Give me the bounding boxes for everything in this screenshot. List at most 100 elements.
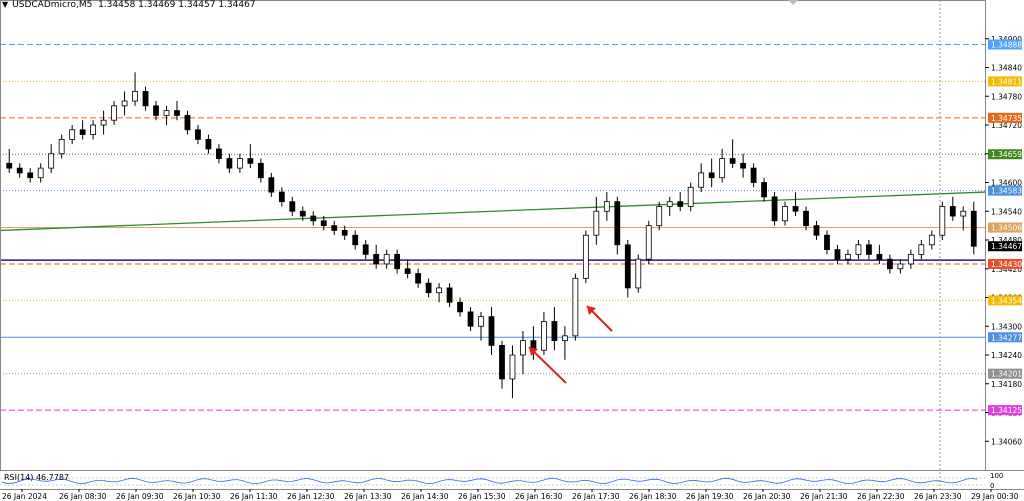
rsi-axis-100: 100 bbox=[990, 472, 1003, 480]
candle-body-0 bbox=[6, 162, 13, 169]
chart-title[interactable]: ▼ USDCADmicro,M5 1.34458 1.34469 1.34457 … bbox=[2, 0, 256, 10]
candle-body-66 bbox=[698, 172, 705, 188]
chart-frame bbox=[0, 0, 1024, 490]
candle-body-7 bbox=[79, 129, 86, 135]
level-label-box-5 bbox=[988, 222, 1022, 233]
arrow-head-0 bbox=[529, 347, 538, 356]
time-label-1: 26 Jan 08:30 bbox=[59, 492, 107, 501]
level-label-box-10 bbox=[988, 405, 1022, 416]
candle-body-59 bbox=[624, 244, 631, 289]
price-tick-label-2: 1.34780 bbox=[991, 92, 1022, 101]
candle-body-83 bbox=[876, 253, 883, 260]
time-label-9: 26 Jan 16:30 bbox=[515, 492, 563, 501]
candle-body-75 bbox=[792, 206, 799, 212]
candle-body-18 bbox=[195, 129, 201, 140]
level-label-text-3: 1.34659 bbox=[991, 150, 1022, 159]
time-label-16: 26 Jan 23:30 bbox=[914, 492, 962, 501]
candle-body-90 bbox=[949, 206, 956, 217]
candle-body-89 bbox=[939, 206, 946, 236]
time-label-3: 26 Jan 10:30 bbox=[173, 492, 221, 501]
candle-body-12 bbox=[132, 91, 138, 102]
candle-body-3 bbox=[37, 167, 44, 179]
level-label-text-8: 1.34277 bbox=[991, 333, 1022, 342]
candle-body-29 bbox=[310, 215, 317, 222]
candle-body-58 bbox=[614, 201, 621, 246]
level-label-text-7: 1.34354 bbox=[991, 296, 1022, 305]
candle-body-38 bbox=[404, 268, 411, 274]
price-tick-label-11: 1.34240 bbox=[991, 351, 1022, 360]
level-label-text-4: 1.34583 bbox=[991, 187, 1022, 196]
candle-body-32 bbox=[341, 230, 348, 236]
time-label-8: 26 Jan 15:30 bbox=[458, 492, 506, 501]
time-label-14: 26 Jan 21:30 bbox=[800, 492, 848, 501]
price-tick-label-3: 1.34720 bbox=[991, 121, 1022, 130]
price-tick-label-12: 1.34180 bbox=[991, 380, 1022, 389]
candle-body-37 bbox=[394, 253, 401, 270]
time-label-13: 26 Jan 20:30 bbox=[743, 492, 791, 501]
candle-body-11 bbox=[121, 100, 128, 107]
candle-body-22 bbox=[236, 158, 243, 169]
candle-body-42 bbox=[446, 287, 453, 303]
candle-body-67 bbox=[708, 172, 715, 179]
candle-body-88 bbox=[928, 234, 935, 246]
candle-body-62 bbox=[656, 206, 663, 227]
candle-body-54 bbox=[572, 277, 579, 337]
level-label-text-6: 1.34430 bbox=[991, 260, 1022, 269]
candle-body-61 bbox=[645, 225, 652, 260]
candle-body-24 bbox=[257, 162, 264, 179]
candle-body-74 bbox=[782, 206, 788, 222]
level-label-text-0: 1.34888 bbox=[991, 41, 1022, 50]
level-label-text-1: 1.34811 bbox=[991, 77, 1022, 86]
candle-body-19 bbox=[205, 138, 212, 150]
level-label-box-8 bbox=[988, 332, 1022, 343]
candle-body-80 bbox=[845, 253, 851, 260]
candle-body-21 bbox=[226, 158, 233, 169]
candle-body-40 bbox=[425, 282, 432, 294]
level-labels: 1.34888 1.34811 1.34735 1.34659 1.34583 1.345… bbox=[988, 39, 1022, 416]
candle-body-46 bbox=[488, 316, 495, 346]
level-lines bbox=[0, 44, 985, 411]
candle-body-55 bbox=[582, 234, 589, 279]
price-tick-label-8: 1.34420 bbox=[991, 265, 1022, 274]
candle-body-1 bbox=[16, 167, 23, 174]
candle-body-41 bbox=[436, 287, 442, 294]
level-label-box-9 bbox=[988, 368, 1022, 379]
candle-body-13 bbox=[142, 91, 149, 107]
candle-body-56 bbox=[593, 210, 600, 236]
candle-body-71 bbox=[750, 167, 757, 183]
time-label-7: 26 Jan 14:30 bbox=[401, 492, 449, 501]
price-tick-label-10: 1.34300 bbox=[991, 322, 1022, 331]
rsi-line bbox=[1, 477, 978, 485]
arrow-shaft-0 bbox=[528, 346, 567, 384]
level-label-box-11 bbox=[988, 241, 1022, 252]
candle-body-5 bbox=[58, 138, 65, 155]
candle-body-34 bbox=[362, 244, 369, 255]
candle-body-69 bbox=[729, 158, 736, 164]
time-label-0: 26 Jan 2024 bbox=[2, 492, 47, 501]
symbol-title: USDCADmicro,M5 bbox=[12, 0, 93, 10]
level-label-box-1 bbox=[988, 76, 1022, 87]
candle-body-65 bbox=[687, 186, 694, 207]
arrow-head-1 bbox=[587, 306, 596, 315]
candle-body-77 bbox=[813, 225, 820, 236]
candle-body-68 bbox=[719, 158, 726, 179]
candle-body-64 bbox=[677, 201, 684, 207]
candle-body-78 bbox=[824, 234, 830, 250]
candle-body-72 bbox=[761, 182, 767, 198]
candle-body-87 bbox=[918, 244, 925, 255]
candle-body-76 bbox=[803, 210, 809, 227]
candle-body-16 bbox=[174, 110, 180, 116]
price-tick-label-6: 1.34540 bbox=[991, 207, 1022, 216]
time-label-6: 26 Jan 13:30 bbox=[344, 492, 392, 501]
candle-body-31 bbox=[331, 225, 338, 231]
candle-body-28 bbox=[299, 210, 306, 217]
candle-body-33 bbox=[352, 234, 359, 246]
level-label-text-10: 1.34125 bbox=[991, 406, 1022, 415]
candle-body-53 bbox=[561, 335, 568, 342]
time-label-2: 26 Jan 09:30 bbox=[116, 492, 164, 501]
candle-body-39 bbox=[415, 273, 422, 284]
rsi-label: RSI(14) 46.7787 bbox=[4, 473, 70, 482]
triangle-down-icon[interactable]: ▼ bbox=[2, 0, 9, 9]
annotation-arrows bbox=[528, 305, 613, 384]
